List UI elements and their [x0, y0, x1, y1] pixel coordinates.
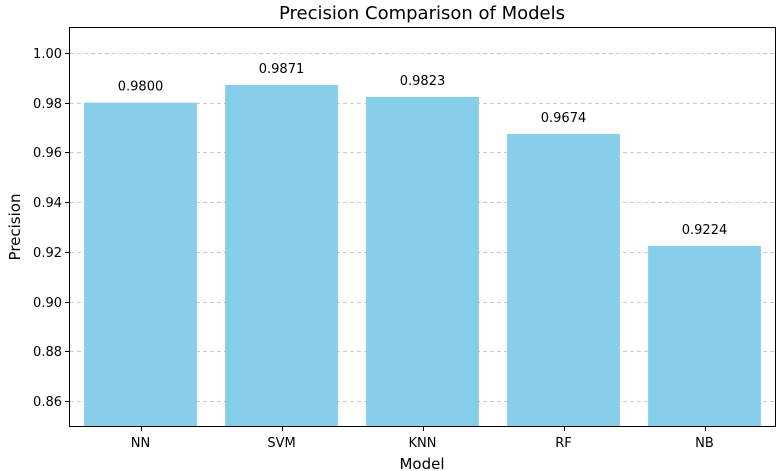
y-tick-label: 0.92 — [33, 246, 62, 261]
x-tick-label-svm: SVM — [267, 436, 295, 451]
bar-rf — [507, 133, 620, 426]
bar-nb — [648, 245, 761, 426]
data-label-nn: 0.9800 — [118, 80, 164, 95]
x-tick-label-nn: NN — [131, 436, 150, 451]
x-axis-label: Model — [399, 455, 444, 471]
bar-nn — [84, 102, 197, 426]
data-label-nb: 0.9224 — [682, 223, 728, 238]
bars — [84, 84, 761, 427]
data-label-rf: 0.9674 — [541, 111, 587, 126]
y-tick-label: 0.90 — [33, 296, 62, 311]
chart-title: Precision Comparison of Models — [279, 3, 565, 24]
bar-knn — [366, 96, 479, 426]
plot-frame — [69, 27, 776, 427]
y-axis-ticks: 0.86 0.88 0.90 0.92 0.94 0.96 0.98 1.00 — [33, 47, 70, 410]
data-label-knn: 0.9823 — [400, 74, 446, 89]
data-label-svm: 0.9871 — [259, 62, 305, 77]
y-tick-label: 0.88 — [33, 345, 62, 360]
y-axis-label: Precision — [6, 194, 24, 261]
x-tick-label-rf: RF — [555, 436, 572, 451]
y-tick-label: 0.86 — [33, 395, 62, 410]
data-labels: 0.9800 0.9871 0.9823 0.9674 0.9224 — [118, 62, 728, 238]
x-axis-ticks: NN SVM KNN RF NB — [131, 426, 714, 451]
x-tick-label-knn: KNN — [409, 436, 437, 451]
y-tick-label: 0.96 — [33, 146, 62, 161]
y-tick-label: 0.98 — [33, 97, 62, 112]
y-tick-label: 1.00 — [33, 47, 62, 62]
bar-svm — [225, 84, 338, 427]
x-tick-label-nb: NB — [695, 436, 714, 451]
y-tick-label: 0.94 — [33, 196, 62, 211]
